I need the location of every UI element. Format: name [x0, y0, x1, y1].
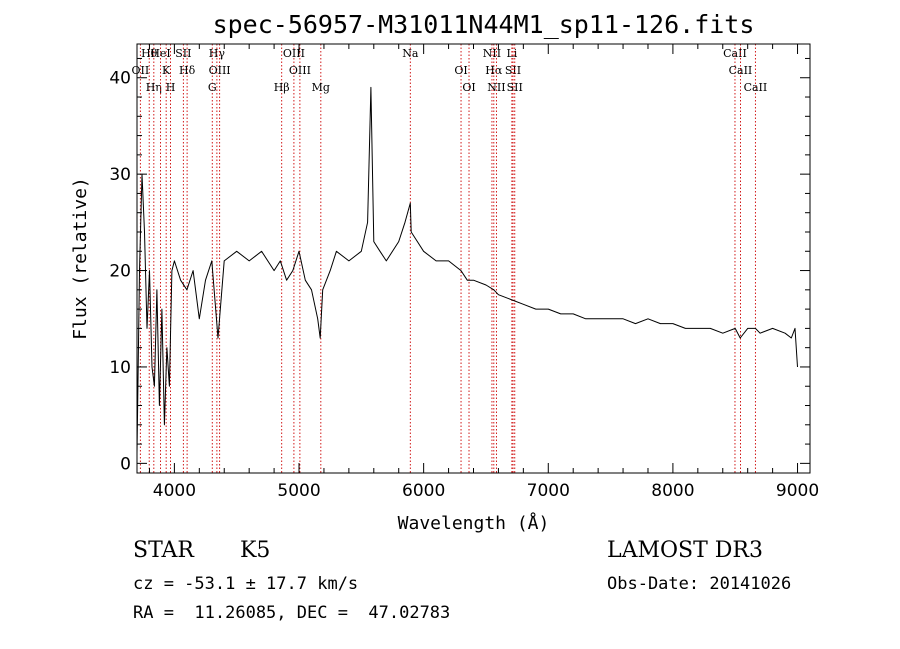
- y-tick-label: 40: [109, 69, 131, 89]
- spectral-line-label: OI: [462, 81, 475, 94]
- spectral-line-label: Hγ: [209, 47, 226, 60]
- spectral-line-label: OIII: [289, 64, 311, 77]
- chart-title: spec-56957-M31011N44M1_sp11-126.fits: [213, 10, 755, 39]
- obs-date-label: Obs-Date: 20141026: [607, 574, 792, 594]
- spectral-line-label: SII: [175, 47, 191, 60]
- x-tick-label: 7000: [527, 481, 570, 501]
- spectral-line-label: SII: [505, 64, 521, 77]
- spectral-line-label: Na: [402, 47, 419, 60]
- spectral-line-label: NII: [487, 81, 505, 94]
- spectral-line-label: CaII: [744, 81, 768, 94]
- x-tick-label: 4000: [153, 481, 196, 501]
- spectral-line-label: Hδ: [179, 64, 196, 77]
- y-tick-label: 20: [109, 262, 131, 282]
- spectral-line-label: Hβ: [274, 81, 290, 94]
- plot-frame: [136, 43, 811, 474]
- spectral-line-label: CaII: [723, 47, 747, 60]
- spectral-line-label: SII: [507, 81, 523, 94]
- subclass-label: K5: [240, 538, 271, 563]
- redshift-label: cz = -53.1 ± 17.7 km/s: [133, 574, 359, 594]
- spectral-line-label: OII: [132, 64, 150, 77]
- x-tick-label: 9000: [776, 481, 819, 501]
- object-class-label: STAR: [133, 538, 194, 563]
- spectral-line-label: OIII: [283, 47, 305, 60]
- spectral-line-label: Li: [506, 47, 517, 60]
- y-tick-label: 0: [120, 454, 131, 474]
- spectral-line-label: Hθ: [141, 47, 158, 60]
- spectral-line-label: Hα: [485, 64, 503, 77]
- coordinates-label: RA = 11.26085, DEC = 47.02783: [133, 603, 451, 623]
- y-axis-label: Flux (relative): [70, 177, 91, 340]
- spectral-line-label: CaII: [729, 64, 753, 77]
- spectral-line-label: G: [208, 81, 217, 94]
- spectral-line-label: NII: [483, 47, 501, 60]
- spectral-line-label: H: [166, 81, 176, 94]
- survey-label: LAMOST DR3: [607, 538, 763, 563]
- spectral-line-label: K: [162, 64, 171, 77]
- spectrum-line: [136, 86, 798, 454]
- spectral-line-label: Hη: [146, 81, 162, 94]
- x-tick-label: 6000: [402, 481, 445, 501]
- spectral-line-label: OIII: [209, 64, 231, 77]
- spectral-line-label: HeI: [150, 47, 170, 60]
- y-tick-label: 30: [109, 165, 131, 185]
- spectral-line-label: OI: [454, 64, 467, 77]
- y-tick-label: 10: [109, 358, 131, 378]
- x-tick-label: 8000: [651, 481, 694, 501]
- spectral-line-label: Mg: [312, 81, 330, 94]
- x-axis-label: Wavelength (Å): [398, 512, 550, 534]
- x-tick-label: 5000: [277, 481, 320, 501]
